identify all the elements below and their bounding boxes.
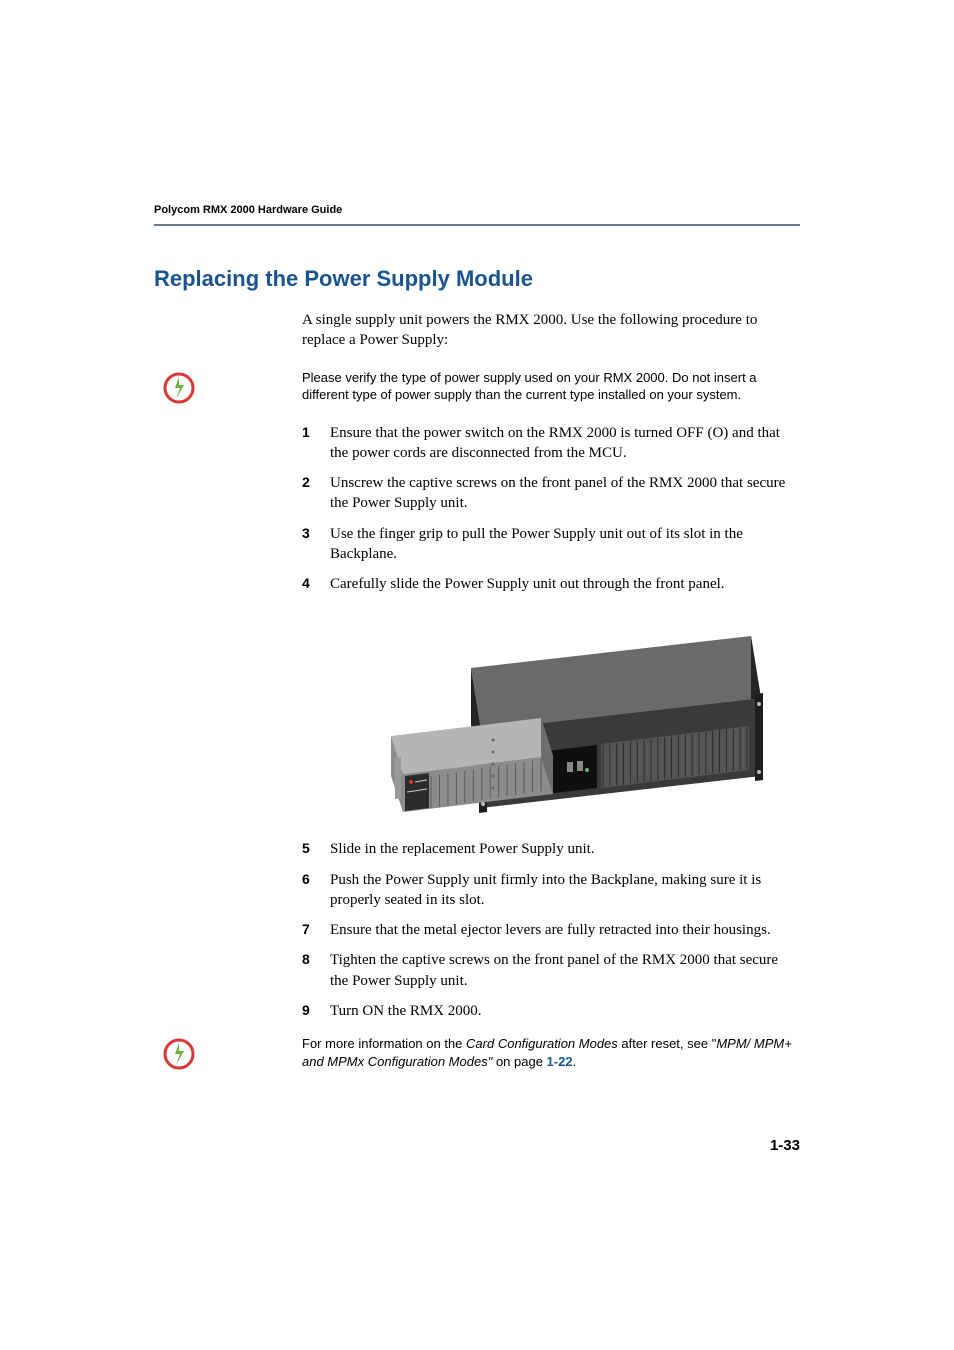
intro-paragraph: A single supply unit powers the RMX 2000… xyxy=(302,310,800,351)
note-2-text: For more information on the Card Configu… xyxy=(302,1035,800,1070)
step-item: Carefully slide the Power Supply unit ou… xyxy=(302,574,800,594)
note-1-text: Please verify the type of power supply u… xyxy=(302,369,800,404)
electrical-warning-icon xyxy=(162,1037,302,1071)
note2-post: on page xyxy=(492,1054,546,1069)
page-number: 1-33 xyxy=(770,1137,800,1154)
electrical-warning-icon xyxy=(162,371,302,405)
step-item: Ensure that the power switch on the RMX … xyxy=(302,423,800,464)
step-item: Tighten the captive screws on the front … xyxy=(302,950,800,991)
step-item: Use the finger grip to pull the Power Su… xyxy=(302,524,800,565)
header-rule xyxy=(154,224,800,226)
section-title: Replacing the Power Supply Module xyxy=(154,266,800,292)
step-item: Ensure that the metal ejector levers are… xyxy=(302,920,800,940)
note2-italic1: Card Configuration Modes xyxy=(466,1036,618,1051)
running-header: Polycom RMX 2000 Hardware Guide xyxy=(154,204,800,216)
note2-mid: after reset, see " xyxy=(618,1036,717,1051)
step-item: Unscrew the captive screws on the front … xyxy=(302,473,800,514)
note-2: For more information on the Card Configu… xyxy=(154,1035,800,1071)
step-item: Push the Power Supply unit firmly into t… xyxy=(302,870,800,911)
step-item: Turn ON the RMX 2000. xyxy=(302,1001,800,1021)
step-item: Slide in the replacement Power Supply un… xyxy=(302,839,800,859)
note2-end: . xyxy=(573,1054,577,1069)
device-figure xyxy=(302,608,800,823)
steps-list-a: Ensure that the power switch on the RMX … xyxy=(302,423,800,595)
note2-pre: For more information on the xyxy=(302,1036,466,1051)
page-reference-link[interactable]: 1-22 xyxy=(547,1054,573,1069)
note-1: Please verify the type of power supply u… xyxy=(154,369,800,405)
steps-list-b: Slide in the replacement Power Supply un… xyxy=(302,839,800,1021)
